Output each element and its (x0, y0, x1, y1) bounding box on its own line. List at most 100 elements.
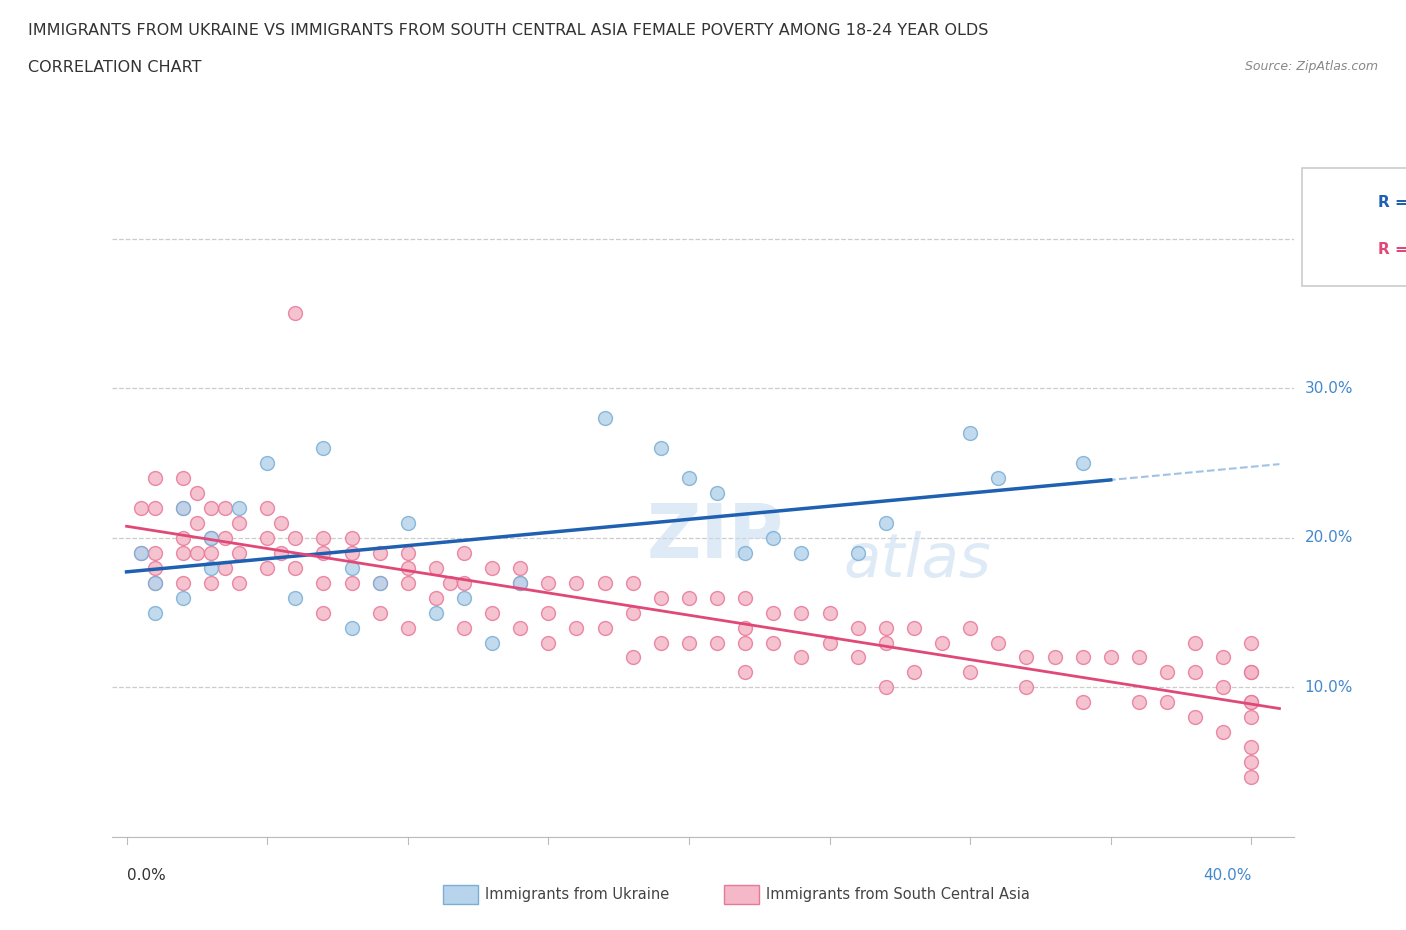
Point (650, 441, 672, 456)
Point (1240, 710, 1263, 724)
Point (706, 591, 728, 605)
Point (987, 635, 1010, 650)
Point (790, 650, 813, 665)
Text: 40.0%: 40.0% (1305, 231, 1353, 246)
Point (270, 545, 292, 560)
FancyBboxPatch shape (1324, 186, 1364, 219)
Point (931, 635, 953, 650)
Point (1184, 710, 1206, 724)
Point (129, 500, 152, 515)
Point (200, 576, 222, 591)
Text: Source: ZipAtlas.com: Source: ZipAtlas.com (1244, 60, 1378, 73)
Point (818, 635, 841, 650)
Point (200, 500, 222, 515)
Point (453, 620, 475, 635)
Point (846, 620, 869, 635)
Point (509, 576, 531, 591)
Point (678, 591, 700, 605)
Point (678, 471, 700, 485)
Point (143, 576, 166, 591)
Point (143, 560, 166, 575)
Point (129, 545, 152, 560)
Point (368, 576, 391, 591)
Point (396, 545, 419, 560)
Point (846, 650, 869, 665)
Point (284, 591, 307, 605)
Point (1240, 665, 1263, 680)
Point (453, 545, 475, 560)
Point (200, 545, 222, 560)
Point (818, 605, 841, 620)
Point (186, 545, 208, 560)
Point (143, 605, 166, 620)
Point (1240, 695, 1263, 710)
Point (312, 576, 335, 591)
Point (846, 545, 869, 560)
Point (1156, 665, 1178, 680)
Point (453, 576, 475, 591)
Point (537, 635, 560, 650)
Point (1240, 635, 1263, 650)
Point (593, 620, 616, 635)
Point (593, 411, 616, 426)
Point (762, 530, 785, 545)
Point (1184, 635, 1206, 650)
Point (1240, 665, 1263, 680)
FancyBboxPatch shape (1302, 168, 1406, 286)
Text: IMMIGRANTS FROM UKRAINE VS IMMIGRANTS FROM SOUTH CENTRAL ASIA FEMALE POVERTY AMO: IMMIGRANTS FROM UKRAINE VS IMMIGRANTS FR… (28, 23, 988, 38)
Point (256, 530, 278, 545)
Point (172, 500, 194, 515)
Point (425, 605, 447, 620)
Point (1071, 650, 1094, 665)
Point (537, 576, 560, 591)
Point (312, 605, 335, 620)
Point (1240, 755, 1263, 770)
Point (340, 545, 363, 560)
Point (228, 515, 250, 530)
Point (790, 605, 813, 620)
Point (396, 620, 419, 635)
Text: 10.0%: 10.0% (1305, 680, 1353, 695)
Point (228, 545, 250, 560)
Point (172, 576, 194, 591)
Point (481, 560, 503, 575)
Point (453, 591, 475, 605)
Point (368, 605, 391, 620)
Point (200, 560, 222, 575)
Point (143, 471, 166, 485)
Point (1156, 695, 1178, 710)
Point (368, 545, 391, 560)
Point (1212, 680, 1234, 695)
Point (875, 635, 897, 650)
Point (650, 635, 672, 650)
Point (396, 560, 419, 575)
Text: Immigrants from Ukraine: Immigrants from Ukraine (485, 887, 669, 902)
Point (593, 576, 616, 591)
Text: 40.0%: 40.0% (1204, 868, 1251, 883)
Text: 30.0%: 30.0% (1305, 380, 1353, 395)
Point (875, 620, 897, 635)
Point (1071, 695, 1094, 710)
Point (565, 576, 588, 591)
Point (1099, 650, 1122, 665)
Point (200, 530, 222, 545)
Point (439, 576, 461, 591)
Point (396, 576, 419, 591)
Point (129, 545, 152, 560)
Point (1015, 650, 1038, 665)
Point (284, 530, 307, 545)
Point (509, 560, 531, 575)
Point (1184, 665, 1206, 680)
Point (340, 576, 363, 591)
Point (214, 500, 236, 515)
Point (987, 471, 1010, 485)
Point (1240, 739, 1263, 754)
Point (762, 605, 785, 620)
Point (1212, 650, 1234, 665)
Point (256, 456, 278, 471)
Point (312, 441, 335, 456)
Point (396, 515, 419, 530)
Point (200, 530, 222, 545)
Text: 0.0%: 0.0% (127, 868, 166, 883)
Point (650, 591, 672, 605)
